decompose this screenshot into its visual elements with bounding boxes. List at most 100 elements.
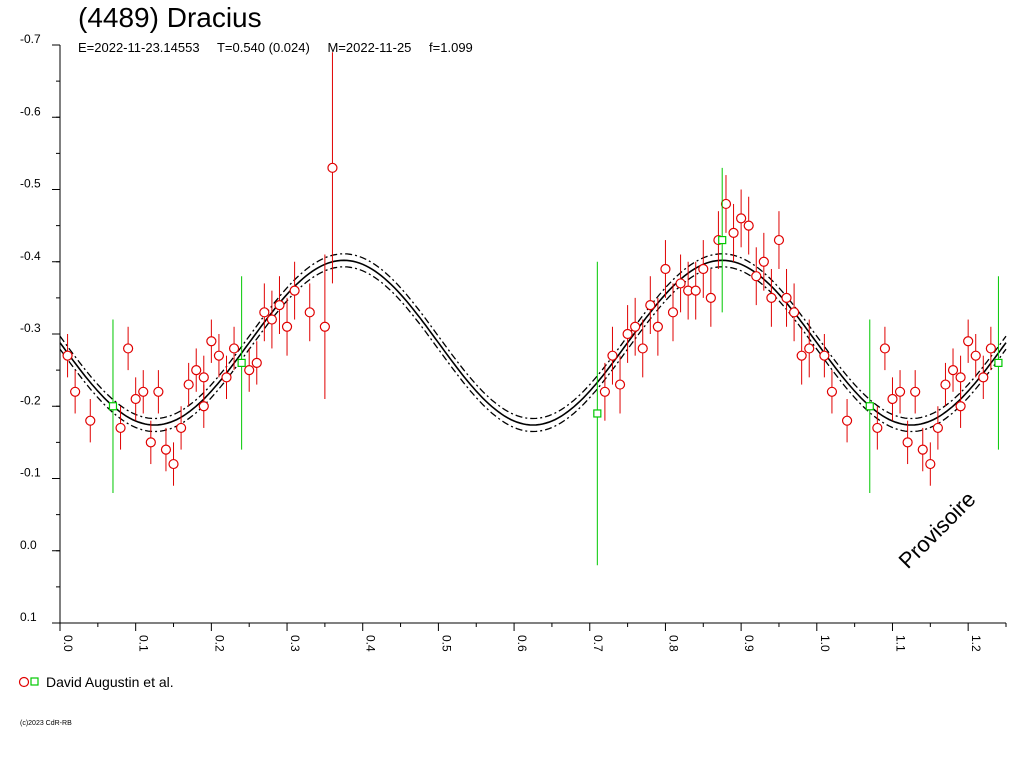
data-point — [705, 292, 716, 303]
data-point — [955, 401, 966, 412]
data-point — [720, 198, 732, 210]
data-point — [766, 292, 777, 303]
copyright-note: (c)2023 CdR-RB — [20, 720, 72, 727]
data-point — [622, 328, 633, 340]
data-point — [667, 307, 679, 318]
data-point — [887, 393, 898, 405]
data-point — [698, 263, 709, 275]
data-point — [985, 343, 996, 354]
y-tick-label: -0.3 — [20, 321, 41, 335]
data-point — [593, 409, 602, 418]
data-point — [932, 422, 943, 434]
data-point — [758, 256, 769, 267]
data-point — [281, 321, 293, 332]
data-point — [978, 372, 989, 383]
data-point — [168, 458, 179, 470]
data-point — [796, 350, 807, 361]
data-point — [894, 386, 906, 397]
data-point — [947, 365, 959, 376]
data-point — [963, 336, 974, 347]
data-point — [925, 458, 936, 470]
x-tick-label: 0.1 — [137, 635, 151, 652]
data-point — [108, 402, 118, 411]
data-point — [902, 437, 913, 448]
chart-title: (4489) Dracius — [78, 2, 262, 33]
x-tick-label: 0.9 — [742, 635, 756, 652]
y-tick-label: 0.0 — [20, 538, 37, 552]
data-point — [123, 343, 134, 354]
data-point — [70, 386, 81, 397]
data-point — [917, 444, 928, 455]
data-point — [751, 271, 762, 282]
y-tick-label: -0.7 — [20, 32, 41, 46]
data-point — [62, 350, 73, 361]
data-point — [198, 401, 209, 412]
x-tick-label: 1.0 — [818, 635, 832, 652]
y-tick-label: 0.1 — [20, 610, 37, 624]
data-point — [910, 386, 921, 397]
data-point — [872, 422, 883, 434]
data-point — [198, 372, 209, 383]
x-tick-label: 1.1 — [893, 635, 907, 652]
data-point — [743, 220, 754, 231]
data-point — [244, 365, 255, 376]
data-point — [994, 358, 1003, 367]
x-tick-label: 0.4 — [364, 635, 378, 652]
data-point — [788, 307, 800, 318]
data-point — [319, 321, 330, 332]
x-tick-label: 0.5 — [439, 635, 453, 652]
x-tick-label: 0.2 — [212, 635, 226, 652]
data-point — [130, 393, 141, 405]
data-point — [85, 415, 96, 426]
data-point — [599, 386, 610, 397]
data-point — [637, 343, 648, 354]
data-point — [153, 386, 164, 397]
x-tick-label: 0.7 — [591, 635, 605, 652]
data-point — [865, 402, 874, 411]
data-point — [630, 321, 641, 332]
data-point — [652, 321, 663, 332]
data-point — [970, 350, 981, 361]
data-point — [879, 343, 891, 354]
data-point — [841, 415, 853, 426]
data-point — [115, 422, 126, 434]
data-point — [138, 386, 149, 397]
data-point — [191, 365, 202, 376]
data-point — [228, 343, 240, 354]
data-point — [728, 227, 739, 238]
data-point — [160, 444, 172, 455]
y-tick-label: -0.6 — [20, 104, 41, 118]
data-point — [773, 234, 785, 246]
data-point — [183, 379, 194, 390]
fit-curve-upper — [59, 253, 1007, 420]
y-tick-label: -0.1 — [20, 466, 41, 480]
data-point — [736, 213, 747, 224]
data-point — [237, 358, 246, 367]
data-point — [221, 372, 232, 383]
data-point — [955, 372, 966, 383]
data-point — [804, 343, 815, 354]
data-point — [645, 300, 656, 311]
x-tick-label: 0.3 — [288, 635, 302, 652]
data-point — [327, 162, 338, 173]
data-point — [690, 285, 701, 296]
data-point — [304, 307, 315, 318]
y-tick-label: -0.2 — [20, 393, 41, 407]
legend-symbols — [18, 676, 40, 688]
data-point — [274, 300, 285, 311]
y-tick-label: -0.4 — [20, 249, 41, 263]
data-point — [175, 422, 187, 434]
x-tick-label: 1.2 — [969, 635, 983, 652]
data-point — [675, 278, 686, 289]
y-tick-label: -0.5 — [20, 177, 41, 191]
data-point — [660, 263, 671, 275]
data-point — [819, 350, 830, 361]
data-point — [940, 379, 951, 390]
data-point — [206, 336, 217, 347]
factor-label: f=1.099 — [429, 40, 473, 55]
x-tick-label: 0.6 — [515, 635, 529, 652]
data-point — [826, 386, 838, 397]
data-point — [145, 437, 156, 448]
data-point — [213, 350, 225, 361]
legend-label: David Augustin et al. — [46, 674, 174, 690]
